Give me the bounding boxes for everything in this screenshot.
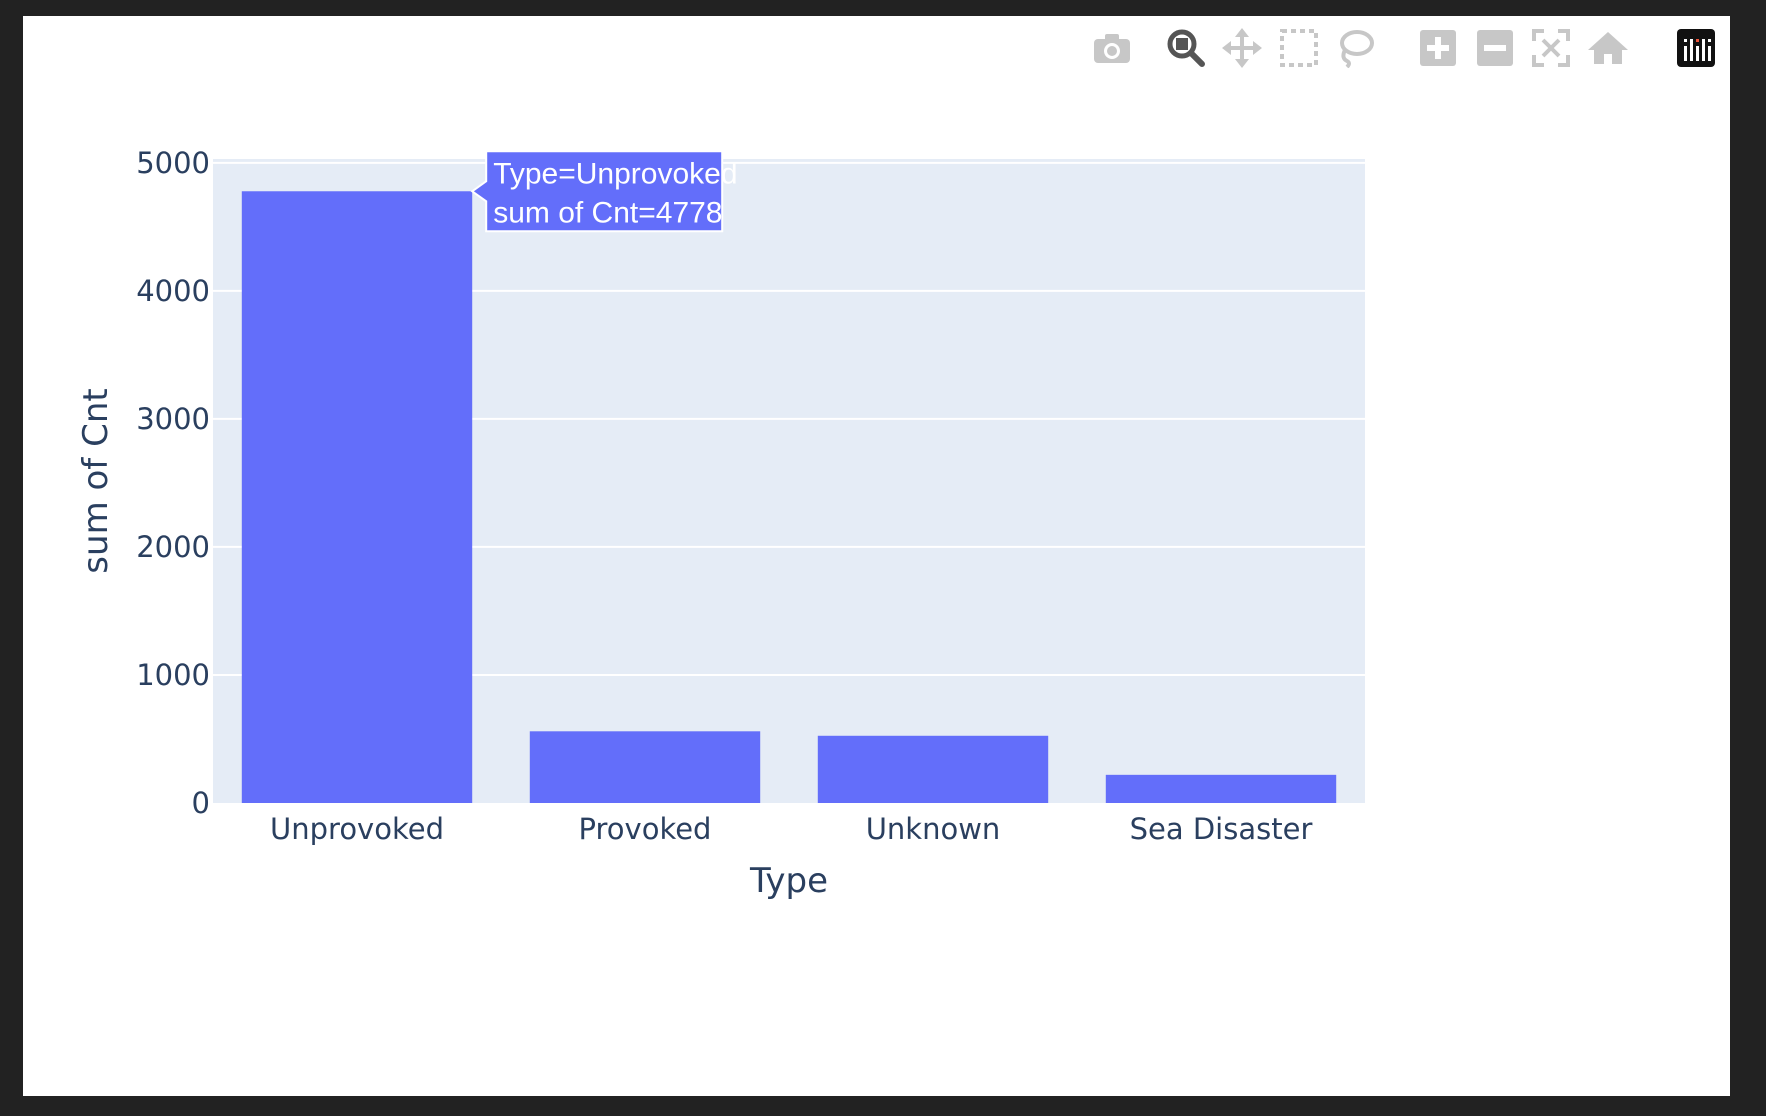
zoom-in-icon <box>1420 30 1456 66</box>
zoom-in-button[interactable] <box>1416 26 1460 70</box>
autoscale-icon <box>1532 29 1570 67</box>
reset-axes-icon <box>1588 32 1628 64</box>
camera-icon <box>1094 34 1130 63</box>
bar-unprovoked[interactable] <box>241 191 473 803</box>
tooltip-box <box>470 150 724 233</box>
y-tick-label: 5000 <box>136 146 210 180</box>
y-axis-title: sum of Cnt <box>76 388 116 573</box>
lasso-select-icon <box>1340 30 1374 68</box>
y-tick-labels: 0 1000 2000 3000 4000 5000 <box>136 146 210 820</box>
zoom-button[interactable] <box>1164 26 1208 70</box>
chart-frame: 0 1000 2000 3000 4000 5000 Unprovoked Provoked… <box>23 16 1730 1096</box>
hover-tooltip: Type=Unprovoked sum of Cnt=4778 <box>470 150 738 233</box>
y-tick-label: 0 <box>192 786 210 820</box>
x-axis-title: Type <box>749 861 828 901</box>
tooltip-line-2: sum of Cnt=4778 <box>493 196 722 229</box>
modebar <box>23 16 1730 86</box>
bar-unknown[interactable] <box>817 735 1049 803</box>
lasso-select-button[interactable] <box>1333 26 1377 70</box>
x-tick-label: Unknown <box>866 812 1001 846</box>
pan-icon <box>1222 28 1262 68</box>
box-select-button[interactable] <box>1277 26 1321 70</box>
zoom-icon <box>1167 29 1205 67</box>
reset-axes-button[interactable] <box>1586 26 1630 70</box>
x-tick-label: Provoked <box>579 812 712 846</box>
plotly-logo-icon <box>1677 29 1715 67</box>
zoom-out-button[interactable] <box>1473 26 1517 70</box>
y-tick-label: 2000 <box>136 530 210 564</box>
camera-button[interactable] <box>1090 26 1134 70</box>
bar-provoked[interactable] <box>529 731 761 803</box>
x-tick-labels: Unprovoked Provoked Unknown Sea Disaster <box>270 812 1312 846</box>
y-tick-label: 1000 <box>136 658 210 692</box>
bars <box>241 191 1337 803</box>
bar-sea-disaster[interactable] <box>1105 774 1337 803</box>
x-tick-label: Sea Disaster <box>1130 812 1313 846</box>
zoom-out-icon <box>1477 30 1513 66</box>
bar-chart: 0 1000 2000 3000 4000 5000 Unprovoked Provoked… <box>76 146 1365 901</box>
tooltip-line-1: Type=Unprovoked <box>493 157 737 190</box>
x-tick-label: Unprovoked <box>270 812 444 846</box>
box-select-icon <box>1280 29 1318 67</box>
pan-button[interactable] <box>1220 26 1264 70</box>
y-tick-label: 4000 <box>136 274 210 308</box>
y-tick-label: 3000 <box>136 402 210 436</box>
autoscale-button[interactable] <box>1529 26 1573 70</box>
plotly-logo-button[interactable] <box>1674 26 1718 70</box>
